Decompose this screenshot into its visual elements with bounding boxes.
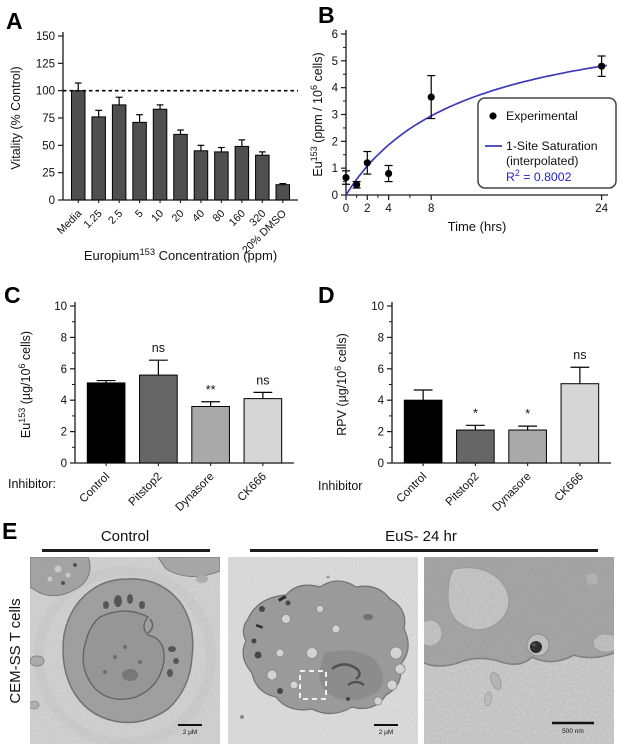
svg-text:Media: Media [55,208,84,237]
svg-text:RPV (µg/106 cells): RPV (µg/106 cells) [333,333,349,436]
svg-text:Inhibitor:: Inhibitor: [8,477,56,491]
svg-text:160: 160 [227,208,248,229]
panel-label-a: A [6,8,23,34]
svg-text:Europium153 Concentration (ppm: Europium153 Concentration (ppm) [84,247,277,263]
svg-text:1.25: 1.25 [81,208,104,231]
svg-text:75: 75 [42,113,55,125]
legend: Experimental 1-Site Saturation(interpolat… [477,97,617,189]
svg-text:2: 2 [61,427,67,439]
svg-text:Time (hrs): Time (hrs) [448,219,507,234]
scale-bar-label: 500 nm [562,728,584,735]
panel-label-c: C [4,282,21,308]
svg-text:Dynasore: Dynasore [490,471,533,514]
svg-text:20: 20 [170,208,187,225]
rpv-inhibitor-bar-chart: 0 2 4 6 8 10 Control Pitstop2 * Dynasore * CK666 ns R… [318,301,611,514]
svg-text:Dynasore: Dynasore [173,471,216,514]
svg-text:6: 6 [332,29,338,41]
svg-text:10: 10 [371,301,384,313]
svg-text:0: 0 [61,458,67,470]
cell-line-label: CEM-SS T cells [7,598,24,704]
svg-text:50: 50 [42,140,55,152]
svg-text:CK666: CK666 [553,471,586,504]
svg-text:1-Site Saturation: 1-Site Saturation [506,139,598,153]
svg-text:10: 10 [54,301,67,313]
panel-label-e: E [2,518,18,544]
svg-text:2: 2 [378,427,384,439]
svg-text:2: 2 [332,136,338,148]
svg-text:2.5: 2.5 [106,208,125,227]
svg-text:ns: ns [152,341,165,355]
svg-text:4: 4 [378,395,385,407]
svg-text:4: 4 [332,83,339,95]
svg-text:Experimental: Experimental [506,109,578,123]
svg-text:Eu153 (ppm / 106 cells): Eu153 (ppm / 106 cells) [309,52,325,176]
svg-text:5: 5 [332,56,338,68]
svg-text:8: 8 [61,332,67,344]
svg-text:Pitstop2: Pitstop2 [127,471,165,509]
svg-text:2: 2 [364,203,370,215]
control-group-title: Control [100,528,150,545]
svg-text:6: 6 [378,364,384,376]
scale-bar-label: 2 µM [183,729,198,736]
svg-text:**: ** [206,383,216,397]
panel-label-b: B [318,2,335,28]
svg-text:100: 100 [36,86,55,98]
svg-text:R2 = 0.8002: R2 = 0.8002 [506,168,572,184]
svg-text:Eu153 (µg/106 cells): Eu153 (µg/106 cells) [17,331,33,438]
tem-image-eus-24hr-magnified: 500 nm [424,557,614,744]
svg-text:Pitstop2: Pitstop2 [444,471,482,509]
svg-text:Inhibitor: Inhibitor [318,479,362,493]
svg-text:150: 150 [36,31,55,43]
svg-text:5: 5 [133,208,146,221]
eus-group-title: EuS- 24 hr [385,528,457,545]
control-group-underline [42,549,210,552]
svg-text:10: 10 [149,208,166,225]
svg-text:Vitality (% Control): Vitality (% Control) [9,66,23,169]
svg-text:125: 125 [36,58,55,70]
svg-text:*: * [473,406,478,420]
svg-text:0: 0 [343,203,349,215]
panel-label-d: D [318,282,335,308]
eu-inhibitor-bar-chart: 0 2 4 6 8 10 Control Pitstop2 ns Dynasore ** CK666 n… [8,301,294,514]
tem-image-control: 2 µM [30,557,220,744]
svg-text:3: 3 [332,110,338,122]
svg-text:8: 8 [428,203,434,215]
svg-text:Control: Control [78,471,113,506]
svg-text:*: * [525,407,530,421]
scale-bar-label: 2 µM [379,729,394,736]
svg-text:0: 0 [49,195,55,207]
svg-text:ns: ns [256,373,269,387]
svg-text:24: 24 [595,203,608,215]
svg-text:80: 80 [211,208,228,225]
svg-text:4: 4 [61,395,68,407]
tem-image-eus-24hr: 2 µM [228,557,418,744]
svg-text:40: 40 [190,208,207,225]
svg-text:Control: Control [395,471,430,506]
svg-text:ns: ns [573,348,586,362]
svg-text:0: 0 [378,458,384,470]
svg-text:1: 1 [332,163,338,175]
svg-text:25: 25 [42,168,55,180]
svg-text:0: 0 [332,190,338,202]
svg-text:(interpolated): (interpolated) [506,154,578,168]
svg-text:6: 6 [61,364,67,376]
svg-text:CK666: CK666 [236,471,269,504]
svg-text:8: 8 [378,332,384,344]
eus-group-underline [250,549,598,552]
svg-text:4: 4 [385,203,392,215]
